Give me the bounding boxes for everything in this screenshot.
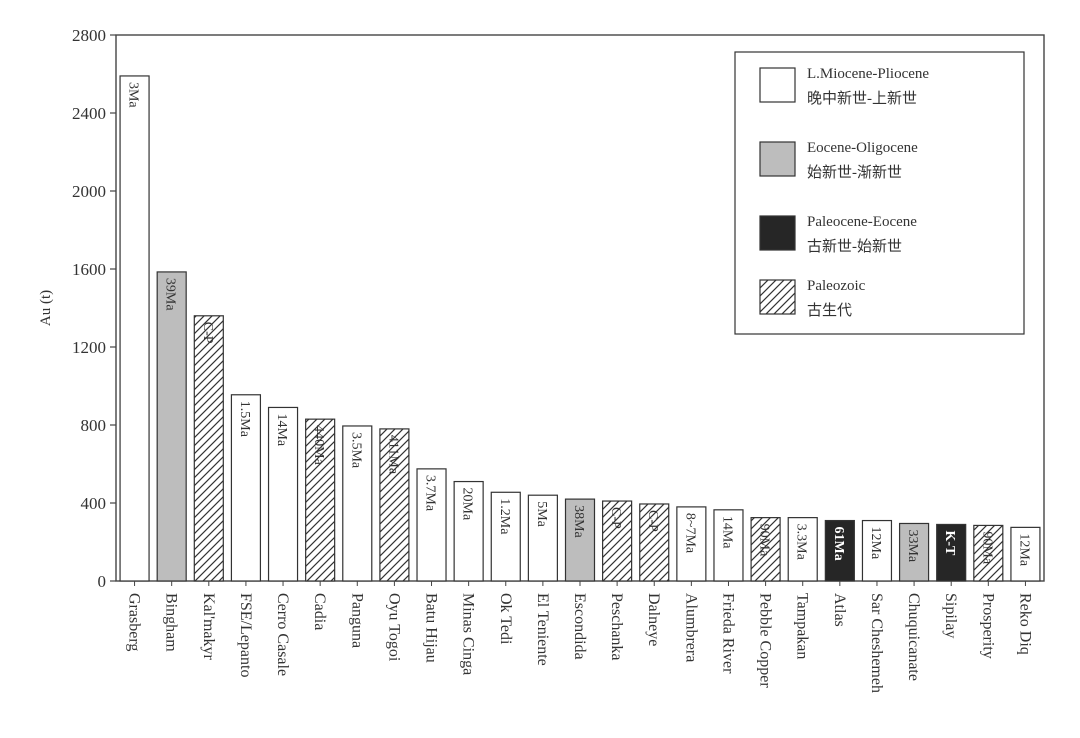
category-label: Cadia bbox=[311, 593, 328, 630]
bar-age-label: C-P bbox=[200, 322, 215, 344]
category-label: Minas Cinga bbox=[460, 593, 477, 675]
category-label: FSE/Lepanto bbox=[237, 593, 254, 677]
category-label: Sar Cheshemeh bbox=[868, 593, 885, 693]
y-tick-label: 0 bbox=[98, 572, 107, 591]
category-label: Ok Tedi bbox=[497, 593, 514, 645]
legend-label: Paleocene-Eocene bbox=[807, 214, 917, 230]
bar-age-label: 38Ma bbox=[571, 505, 586, 538]
bar bbox=[230, 394, 262, 582]
legend-label-cn: 古生代 bbox=[807, 302, 852, 319]
legend-label-cn: 始新世-渐新世 bbox=[807, 164, 902, 181]
bar bbox=[453, 480, 484, 582]
bar bbox=[416, 468, 447, 582]
bar-age-label: 20Ma bbox=[460, 488, 475, 521]
category-label: Prosperity bbox=[979, 593, 996, 659]
bar bbox=[156, 271, 187, 582]
category-label: Pebble Copper bbox=[757, 593, 774, 688]
bar bbox=[936, 523, 967, 582]
category-label: Frieda River bbox=[719, 593, 736, 674]
bar-age-label: 90Ma bbox=[979, 531, 994, 564]
category-label: Bingham bbox=[163, 593, 180, 652]
legend-label: Eocene-Oligocene bbox=[807, 140, 918, 156]
bar-age-label: 39Ma bbox=[163, 278, 178, 311]
bar bbox=[193, 315, 224, 582]
bar-age-label: 14Ma bbox=[274, 413, 289, 446]
bar bbox=[602, 500, 633, 582]
category-label: Panguna bbox=[348, 593, 365, 648]
category-label: Peschanka bbox=[608, 593, 625, 661]
y-axis-title: Au (t) bbox=[38, 290, 54, 326]
bar-age-label: 411Ma bbox=[385, 435, 400, 475]
bar bbox=[898, 522, 930, 582]
category-label: El Teniente bbox=[534, 593, 551, 666]
bar-age-label: C-P bbox=[645, 510, 660, 532]
bar-age-label: 3.5Ma bbox=[348, 432, 363, 469]
bar-age-label: 90Ma bbox=[757, 524, 772, 557]
bar-age-label: 12Ma bbox=[868, 527, 883, 560]
bar bbox=[639, 503, 670, 582]
category-label: Reko Diq bbox=[1016, 593, 1033, 655]
bar-age-label: C-P bbox=[608, 507, 623, 529]
legend-label: L.Miocene-Pliocene bbox=[807, 66, 929, 82]
category-label: Alumbrera bbox=[682, 593, 699, 662]
bar-age-label: 14Ma bbox=[719, 516, 734, 549]
bar bbox=[861, 519, 893, 582]
bar-age-label: K-T bbox=[942, 530, 957, 556]
bar bbox=[750, 517, 781, 582]
bar bbox=[490, 491, 521, 582]
category-labels: Grasberg Bingham Kal'makyr FSE/Lepanto Cerro… bbox=[126, 581, 1033, 693]
legend-swatch bbox=[759, 215, 796, 251]
bar bbox=[342, 425, 373, 582]
legend-swatch bbox=[759, 67, 796, 103]
category-label: Chuquicanate bbox=[905, 593, 922, 681]
bar bbox=[676, 506, 707, 582]
legend-label: Paleozoic bbox=[807, 278, 866, 294]
bar bbox=[305, 418, 336, 582]
legend-label-cn: 古新世-始新世 bbox=[807, 238, 902, 255]
bar bbox=[119, 75, 150, 582]
category-label: Atlas bbox=[831, 593, 848, 627]
category-label: Tampakan bbox=[794, 593, 811, 659]
bar-age-label: 3Ma bbox=[126, 82, 141, 108]
bar bbox=[564, 498, 596, 582]
bar bbox=[267, 406, 299, 582]
bar-age-label: 3.7Ma bbox=[423, 475, 438, 512]
bar-age-label: 440Ma bbox=[311, 425, 326, 465]
bar-age-label: 8~7Ma bbox=[682, 513, 697, 554]
y-tick-label: 2400 bbox=[72, 104, 106, 123]
bar bbox=[379, 428, 410, 582]
bar bbox=[527, 494, 558, 582]
category-label: Escondida bbox=[571, 593, 588, 660]
y-tick-label: 1600 bbox=[72, 260, 106, 279]
bar bbox=[787, 517, 818, 582]
bar bbox=[824, 519, 855, 582]
y-tick-label: 800 bbox=[81, 416, 107, 435]
category-label: Grasberg bbox=[126, 593, 143, 651]
category-label: Kal'makyr bbox=[200, 593, 217, 661]
bar-age-label: 33Ma bbox=[905, 529, 920, 562]
legend-swatch bbox=[759, 279, 796, 315]
bar-age-label: 61Ma bbox=[831, 527, 846, 561]
category-label: Oyu Togoi bbox=[385, 593, 402, 662]
bar-age-label: 1.5Ma bbox=[237, 401, 252, 438]
y-tick-label: 400 bbox=[81, 494, 107, 513]
y-tick-label: 1200 bbox=[72, 338, 106, 357]
bars: 3Ma 39Ma C-P 1.5Ma 14Ma 440Ma 3.5Ma 411Ma 3.7Ma 2… bbox=[119, 75, 1041, 582]
legend: L.Miocene-Pliocene 晚中新世-上新世 Eocene-Oligoce… bbox=[734, 51, 1025, 335]
bar-age-label: 3.3Ma bbox=[794, 524, 809, 561]
category-label: Dalneye bbox=[645, 593, 662, 646]
bar-age-label: 12Ma bbox=[1016, 533, 1031, 566]
bar-age-label: 5Ma bbox=[534, 501, 549, 527]
category-label: Sipilay bbox=[942, 593, 959, 638]
category-label: Batu Hijau bbox=[423, 593, 440, 663]
legend-label-cn: 晚中新世-上新世 bbox=[807, 90, 917, 107]
legend-swatch bbox=[759, 141, 796, 177]
y-tick-label: 2000 bbox=[72, 182, 106, 201]
y-tick-label: 2800 bbox=[72, 26, 106, 45]
bar-age-label: 1.2Ma bbox=[497, 498, 512, 535]
category-label: Cerro Casale bbox=[274, 593, 291, 676]
y-axis: 0 400 800 1200 1600 2000 2400 2800 bbox=[72, 26, 116, 591]
